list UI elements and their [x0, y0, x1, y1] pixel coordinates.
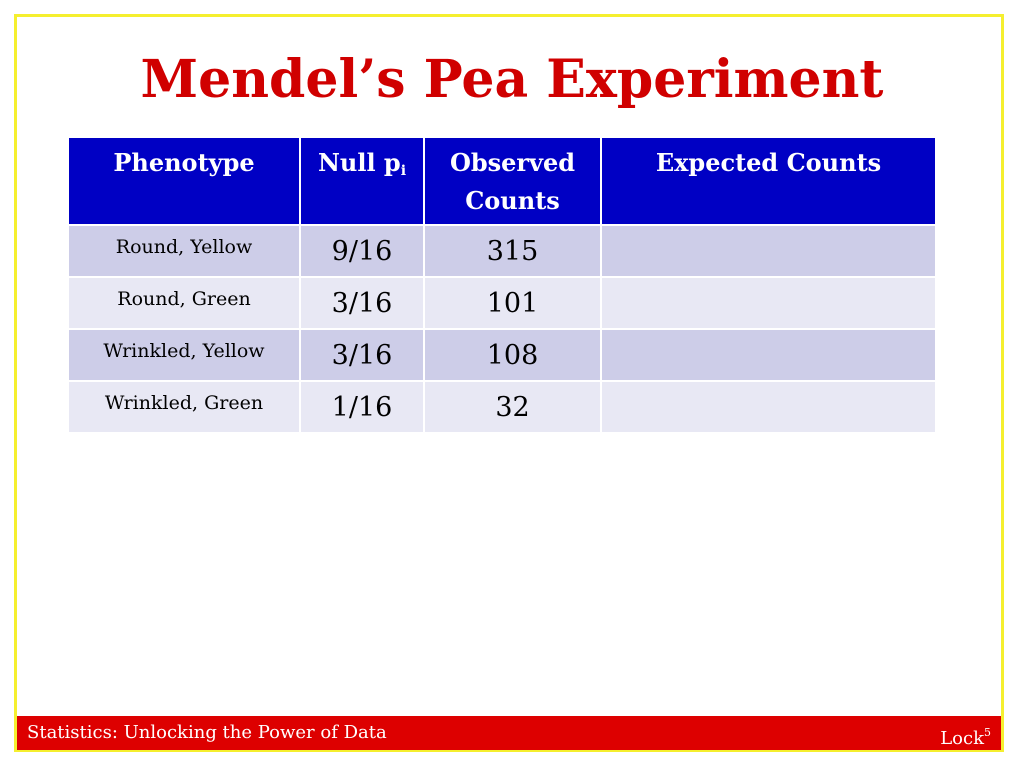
cell-phenotype: Round, Green: [67, 276, 301, 330]
cell-expected: [600, 224, 937, 278]
cell-null-p: 3/16: [299, 328, 425, 382]
slide-title: Mendel’s Pea Experiment: [140, 49, 884, 110]
footer-bar: Statistics: Unlocking the Power of Data …: [17, 716, 1001, 750]
cell-phenotype: Round, Yellow: [67, 224, 301, 278]
header-null-p-subscript: i: [400, 163, 407, 179]
header-null-p: Null pi: [299, 136, 425, 226]
cell-expected: [600, 328, 937, 382]
phenotype-table: Phenotype Null pi Observed Counts Expecte…: [67, 136, 937, 434]
header-phenotype: Phenotype: [67, 136, 301, 226]
table-row: Wrinkled, Yellow 3/16 108: [67, 328, 937, 382]
cell-null-p: 9/16: [299, 224, 425, 278]
cell-null-p: 1/16: [299, 380, 425, 434]
table-header-row: Phenotype Null pi Observed Counts Expecte…: [67, 136, 937, 226]
cell-observed: 108: [423, 328, 602, 382]
cell-expected: [600, 276, 937, 330]
header-expected-counts: Expected Counts: [600, 136, 937, 226]
cell-expected: [600, 380, 937, 434]
cell-phenotype: Wrinkled, Green: [67, 380, 301, 434]
cell-observed: 32: [423, 380, 602, 434]
footer-author-superscript: 5: [984, 726, 991, 739]
table-row: Round, Yellow 9/16 315: [67, 224, 937, 278]
footer-course-title: Statistics: Unlocking the Power of Data: [27, 722, 387, 743]
cell-phenotype: Wrinkled, Yellow: [67, 328, 301, 382]
cell-observed: 315: [423, 224, 602, 278]
table-row: Wrinkled, Green 1/16 32: [67, 380, 937, 434]
footer-author: Lock5: [940, 726, 991, 749]
cell-observed: 101: [423, 276, 602, 330]
header-observed-counts: Observed Counts: [423, 136, 602, 226]
table-row: Round, Green 3/16 101: [67, 276, 937, 330]
cell-null-p: 3/16: [299, 276, 425, 330]
